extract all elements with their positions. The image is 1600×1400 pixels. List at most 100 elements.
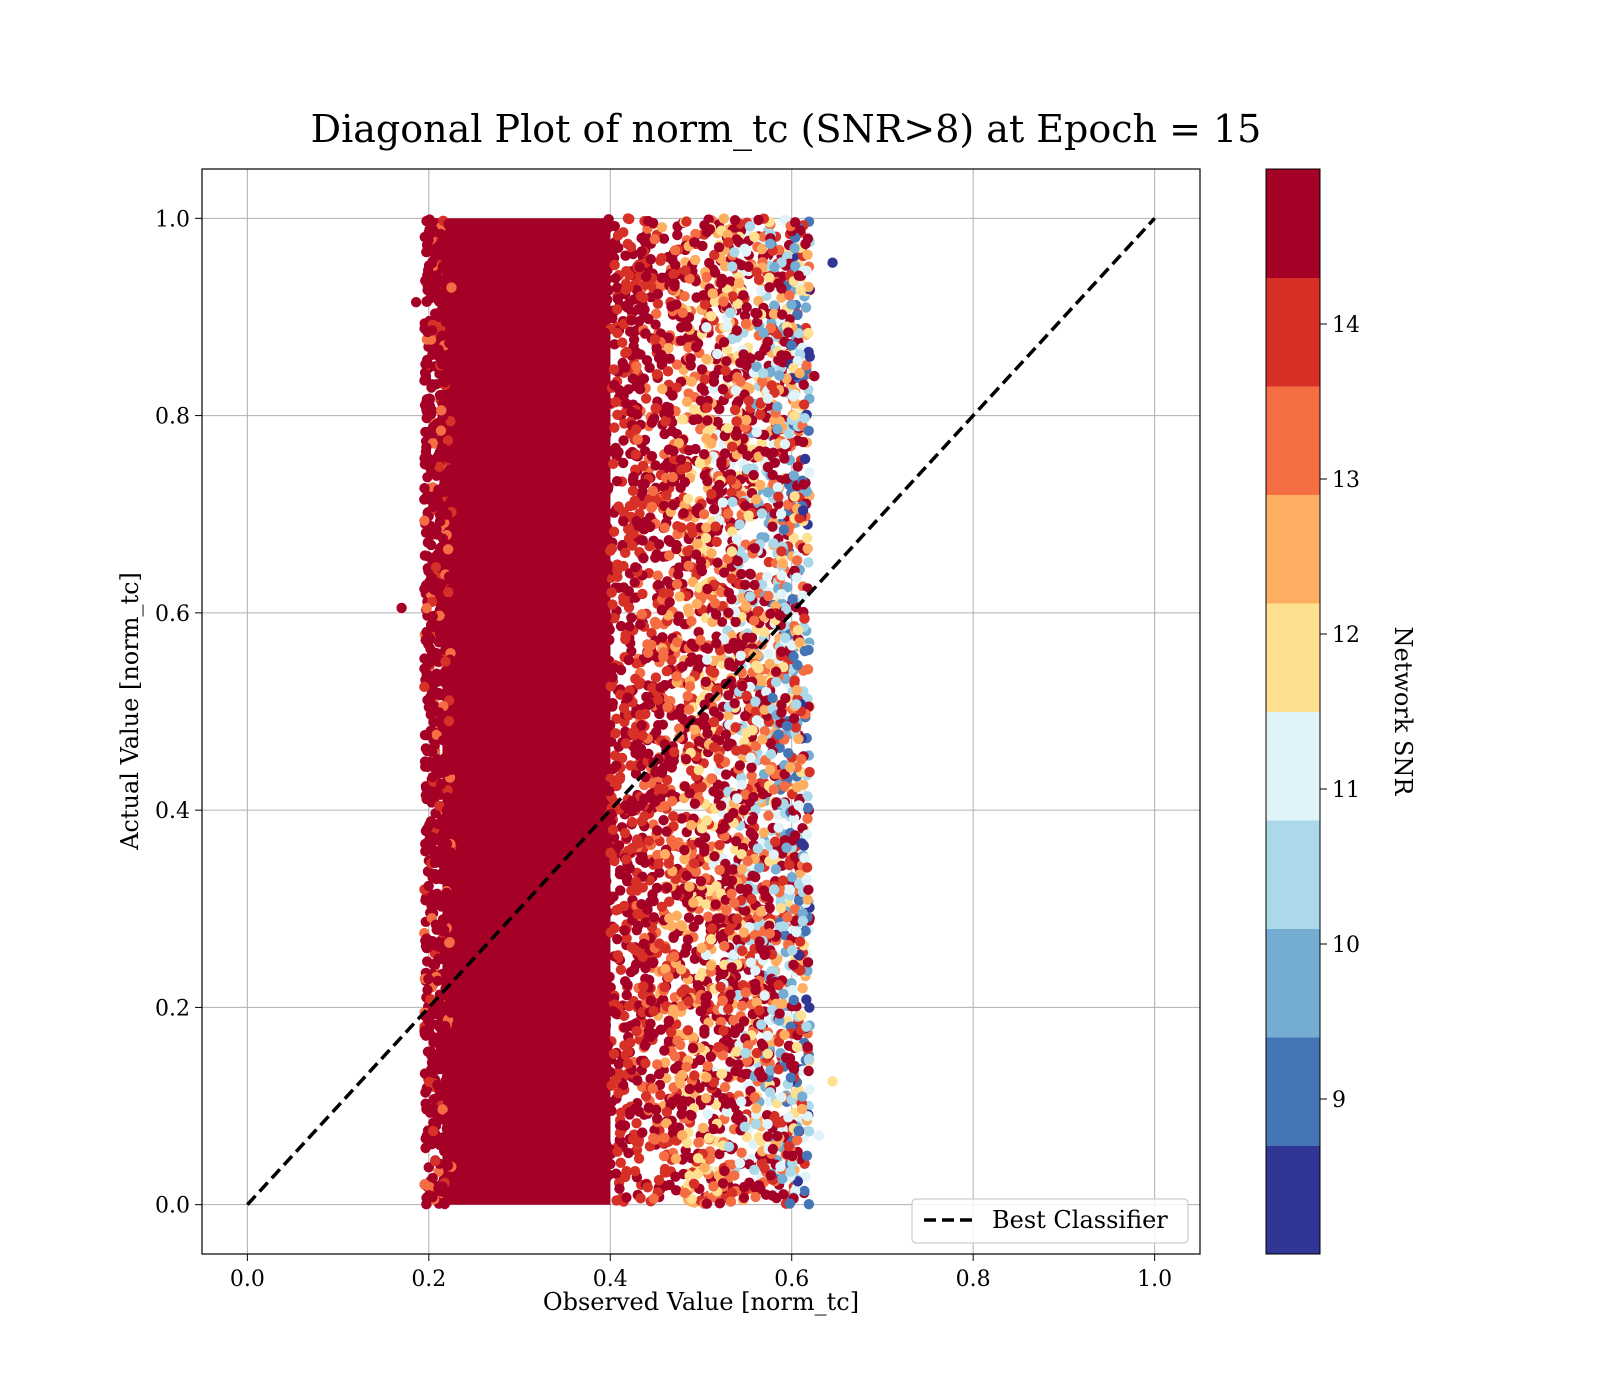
data-point (640, 1091, 652, 1102)
data-point (434, 1185, 445, 1196)
data-point (631, 1118, 642, 1129)
data-point (637, 951, 648, 962)
data-point (653, 858, 664, 870)
data-point (712, 348, 723, 360)
data-point (750, 740, 762, 752)
data-point (591, 791, 602, 802)
data-point (704, 1153, 716, 1165)
data-point (439, 598, 451, 610)
data-point (762, 1118, 773, 1130)
data-point (658, 815, 669, 826)
data-point (609, 855, 620, 867)
data-point (679, 947, 691, 958)
data-point (430, 1117, 441, 1129)
data-point (599, 604, 610, 616)
data-point (661, 665, 673, 677)
data-point (443, 246, 454, 257)
data-point (730, 836, 742, 847)
data-point (684, 607, 695, 618)
data-point (439, 1041, 450, 1053)
data-point (803, 1053, 815, 1065)
data-point (640, 917, 652, 928)
data-point (681, 1061, 692, 1073)
data-point (650, 796, 661, 807)
data-point (774, 1008, 785, 1019)
data-point (746, 632, 758, 644)
data-point (623, 654, 634, 666)
data-point (660, 963, 671, 975)
data-point (700, 992, 711, 1003)
data-point (590, 622, 601, 634)
data-point (680, 754, 692, 765)
data-point (615, 885, 626, 896)
data-point (754, 1005, 765, 1016)
data-point (441, 838, 453, 850)
data-point (733, 277, 745, 289)
data-point (786, 299, 797, 310)
data-point (799, 413, 810, 424)
data-point (708, 1181, 719, 1192)
data-point (801, 994, 812, 1005)
data-point (626, 816, 638, 828)
data-point (632, 1075, 643, 1086)
data-point (617, 337, 628, 348)
data-point (684, 273, 695, 284)
data-point (739, 1121, 750, 1132)
data-point (676, 464, 687, 475)
data-point (636, 898, 647, 910)
data-point (614, 1127, 626, 1139)
data-point (722, 1003, 734, 1015)
data-point (701, 522, 712, 533)
data-point (665, 1026, 677, 1038)
data-point (725, 1056, 736, 1068)
data-point (435, 999, 446, 1010)
data-point (765, 1170, 776, 1181)
data-point (609, 422, 620, 433)
data-point (602, 294, 613, 305)
data-point (699, 846, 710, 857)
data-point (421, 956, 433, 967)
data-point (725, 276, 736, 287)
data-point (635, 291, 647, 302)
data-point (679, 853, 690, 865)
data-point (666, 654, 677, 666)
data-point (621, 989, 632, 1001)
data-point (428, 553, 439, 564)
data-point (637, 535, 648, 546)
data-point (794, 637, 805, 648)
data-point (605, 545, 616, 557)
data-point (605, 1158, 616, 1170)
data-point (727, 291, 738, 302)
data-point (757, 734, 768, 745)
data-point (640, 1057, 651, 1069)
data-point (724, 660, 735, 671)
data-point (725, 1196, 737, 1207)
data-point (623, 1147, 634, 1159)
data-point (604, 634, 615, 646)
data-point (653, 1068, 665, 1080)
data-point (419, 681, 430, 693)
data-point (773, 1064, 784, 1075)
data-point (769, 300, 780, 311)
data-point (430, 919, 442, 930)
data-point (803, 346, 814, 358)
data-point (728, 637, 739, 649)
data-point (617, 357, 628, 369)
data-point (802, 957, 814, 968)
data-point (648, 1133, 659, 1144)
data-point (659, 848, 671, 860)
data-point (424, 395, 435, 406)
data-point (798, 479, 809, 490)
data-point (437, 261, 448, 273)
data-point (673, 569, 684, 580)
data-point (705, 934, 717, 945)
data-point (661, 1106, 673, 1118)
data-point (696, 382, 707, 394)
data-point (606, 808, 617, 820)
data-point (642, 639, 653, 650)
data-point (731, 325, 743, 336)
data-point (723, 1141, 735, 1152)
data-point (789, 675, 800, 686)
data-point (717, 384, 729, 395)
data-point (422, 280, 433, 291)
